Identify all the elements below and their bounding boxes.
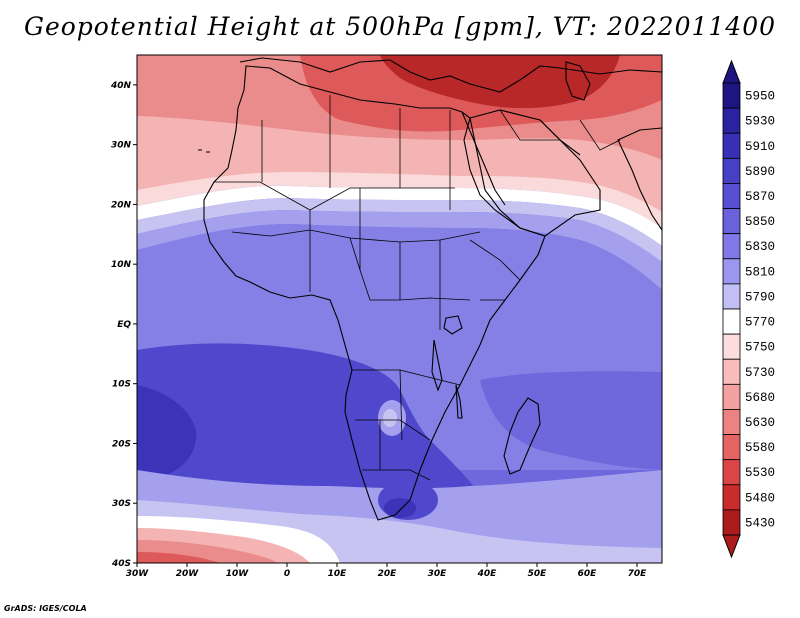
lat-label: EQ xyxy=(117,320,131,330)
colorbar-swatch xyxy=(722,459,741,486)
border-sahara xyxy=(214,181,455,211)
colorbar-swatch xyxy=(722,383,741,410)
blob-east-ocean xyxy=(618,472,662,508)
colorbar-label: 5630 xyxy=(745,416,775,430)
coastlines xyxy=(198,57,662,521)
band-deepblue xyxy=(137,343,480,495)
lat-label: 40N xyxy=(110,81,132,91)
lat-label: 30S xyxy=(112,499,131,509)
lon-label: 60E xyxy=(578,569,598,579)
lake-victoria xyxy=(443,315,463,335)
band-red-south xyxy=(137,552,220,563)
colorbar-label: 5580 xyxy=(745,441,775,455)
lon-label: 0 xyxy=(284,569,290,579)
border-south xyxy=(352,369,461,481)
colorbar-swatch xyxy=(722,183,741,209)
colorbar-label: 5930 xyxy=(745,115,775,129)
colorbar-label: 5730 xyxy=(745,366,775,380)
colorbar-swatch xyxy=(722,157,741,184)
lat-label: 30N xyxy=(111,141,132,151)
lat-label: 40S xyxy=(111,559,131,569)
mediterranean-north xyxy=(239,57,662,93)
colorbar-label: 5830 xyxy=(745,240,775,254)
chart-title: Geopotential Height at 500hPa [gpm], VT:… xyxy=(23,12,777,41)
band-darkerblue xyxy=(137,385,197,480)
border-central xyxy=(349,237,471,301)
colorbar-swatch xyxy=(722,308,741,335)
colorbar-label: 5910 xyxy=(745,140,775,154)
colorbar-label: 5810 xyxy=(745,265,775,279)
colorbar-label: 5480 xyxy=(745,491,775,505)
lon-label: 50E xyxy=(528,569,548,579)
colorbar-swatch xyxy=(722,358,741,385)
lon-label: 20W xyxy=(176,569,200,579)
colorbar-top-arrow xyxy=(722,59,741,84)
border-north xyxy=(261,95,451,210)
height-field xyxy=(137,55,662,563)
colorbar-label: 5430 xyxy=(745,516,775,530)
colorbar-swatch xyxy=(722,333,741,360)
colorbar-swatch xyxy=(722,409,741,435)
lon-label: 10E xyxy=(328,569,348,579)
red-sea-line xyxy=(461,111,506,206)
colorbar-swatch xyxy=(722,484,741,511)
band-blue-east xyxy=(480,371,662,470)
colorbar: 5950 5930 5910 5890 5870 5850 5830 5810 5790 5770… xyxy=(722,59,775,559)
africa-coastline xyxy=(203,65,546,521)
colorbar-label: 5850 xyxy=(745,215,775,229)
caspian-outline xyxy=(565,61,591,101)
lat-label: 20S xyxy=(112,439,131,449)
border-east xyxy=(469,239,521,301)
lon-label: 10W xyxy=(226,569,250,579)
colorbar-label: 5870 xyxy=(745,190,775,204)
colorbar-label: 5770 xyxy=(745,316,775,330)
band-paleblue-north xyxy=(137,198,662,262)
lake-malawi xyxy=(455,384,463,419)
colorbar-label: 5890 xyxy=(745,165,775,179)
colorbar-label: 5680 xyxy=(745,391,775,405)
blob-south-africa-darker xyxy=(384,498,416,518)
lon-label: 30W xyxy=(126,569,150,579)
lat-label: 20N xyxy=(111,200,132,210)
lon-label: 30E xyxy=(428,569,448,579)
border-middle-east xyxy=(499,109,621,151)
blob-angola-pale xyxy=(383,409,397,427)
canary-islands xyxy=(198,149,210,153)
border-south-vertical xyxy=(379,369,403,470)
colorbar-label: 5750 xyxy=(745,341,775,355)
colorbar-swatch xyxy=(722,233,741,260)
india-outline xyxy=(617,127,662,231)
madagascar-outline xyxy=(503,397,541,475)
colorbar-swatch xyxy=(722,434,741,461)
lat-label: 10S xyxy=(112,380,131,390)
colorbar-label: 5530 xyxy=(745,466,775,480)
colorbar-swatch xyxy=(722,132,741,159)
colorbar-swatch xyxy=(722,208,741,235)
lat-label: 10N xyxy=(111,260,132,270)
country-borders xyxy=(214,95,621,481)
colorbar-label: 5790 xyxy=(745,290,775,304)
lon-label: 70E xyxy=(628,569,648,579)
colorbar-label: 5950 xyxy=(745,90,775,104)
lon-label: 20E xyxy=(378,569,398,579)
colorbar-swatch xyxy=(722,107,741,134)
band-lightblue-north xyxy=(137,210,662,290)
colorbar-bottom-arrow xyxy=(722,534,741,559)
lake-tanganyika xyxy=(431,339,443,392)
arabia-outline xyxy=(469,109,601,237)
colorbar-swatch xyxy=(722,509,741,536)
axis-ticks xyxy=(133,84,638,567)
colorbar-swatch xyxy=(722,258,741,285)
band-white-north xyxy=(137,185,662,246)
colorbar-swatch xyxy=(722,82,741,109)
credit-footer: GrADS: IGES/COLA xyxy=(4,604,87,613)
map-frame xyxy=(136,54,663,564)
lon-label: 40E xyxy=(477,569,498,579)
colorbar-swatch xyxy=(722,283,741,310)
border-vertical-a xyxy=(309,188,441,330)
